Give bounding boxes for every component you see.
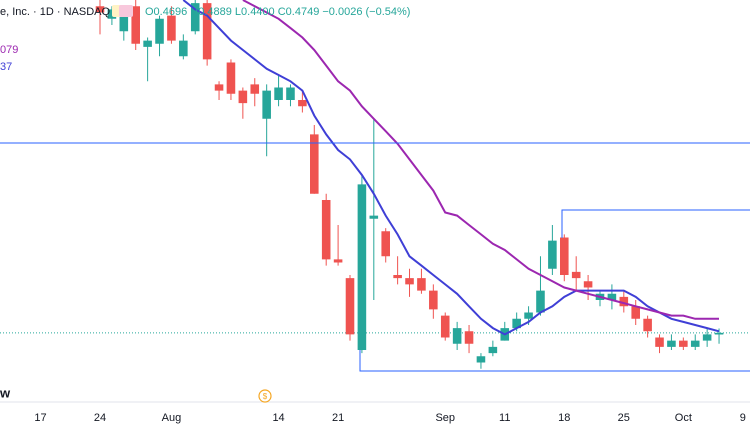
range-drawing[interactable]: [561, 209, 750, 238]
symbol-title[interactable]: e, Inc. · 1D · NASDAQ: [0, 6, 110, 18]
candle-body: [143, 40, 152, 47]
candle-body: [357, 184, 367, 350]
flag-icon[interactable]: [119, 5, 133, 17]
ma-value: 37: [0, 61, 12, 73]
dividend-icon-symbol: $: [263, 392, 268, 401]
candle-body: [393, 275, 402, 279]
candle-body: [310, 134, 319, 194]
candle-body: [643, 318, 652, 332]
candle-body: [452, 328, 462, 344]
candle-body: [524, 312, 533, 319]
x-axis: 17 24 Aug 14 21 Sep 11 18 25 Oct 9: [34, 412, 746, 424]
x-tick-label: 24: [94, 412, 106, 424]
candle-body: [131, 6, 140, 44]
candle-body: [571, 271, 581, 279]
candle-body: [464, 331, 474, 344]
candle-body: [202, 3, 212, 60]
candle-body: [429, 290, 438, 310]
candle-body: [167, 15, 176, 41]
x-tick-label: 17: [34, 412, 46, 424]
candle-body: [488, 346, 498, 354]
candle-body: [286, 87, 295, 100]
moving-average-line: [242, 0, 719, 320]
candle-body: [381, 231, 390, 257]
ma-value: 079: [0, 44, 18, 56]
x-tick-label: 11: [499, 412, 510, 424]
candle-body: [702, 334, 712, 341]
candle-body: [179, 40, 188, 57]
candle-body: [214, 84, 224, 91]
candle-body: [512, 318, 521, 329]
x-tick-label: 9: [740, 412, 746, 424]
moving-average-line: [182, 0, 720, 336]
candle-body: [274, 87, 283, 100]
x-tick-label: Aug: [162, 412, 182, 424]
candle-body: [619, 296, 629, 307]
candle-body: [298, 100, 307, 107]
plot-area: [0, 0, 750, 369]
candle-body: [262, 90, 271, 119]
candle-body: [679, 340, 688, 347]
x-tick-label: Sep: [435, 412, 455, 424]
candle-body: [95, 6, 105, 13]
x-tick-label: 25: [618, 412, 630, 424]
candle-body: [440, 315, 450, 338]
range-drawing[interactable]: [359, 350, 750, 372]
candle-body: [536, 290, 545, 313]
candle-body: [714, 332, 724, 335]
candle-body: [405, 278, 414, 285]
logo[interactable]: w: [0, 385, 11, 400]
candle-body: [238, 90, 248, 104]
candle-body: [417, 278, 426, 291]
x-tick-label: 14: [272, 412, 284, 424]
candle-body: [583, 281, 593, 288]
x-tick-label: 21: [332, 412, 344, 424]
x-tick-label: Oct: [675, 412, 692, 424]
candle-body: [369, 215, 379, 219]
candle-body: [655, 337, 664, 347]
candle-body: [250, 84, 260, 94]
candle-body: [631, 306, 640, 319]
dividend-icon[interactable]: [258, 389, 272, 403]
time-axis: [0, 402, 750, 430]
candle-body: [690, 340, 700, 347]
candle-body: [119, 15, 129, 32]
ohlc-legend: O0.4696 H0.4889 L0.4400 C0.4749 −0.0026 …: [145, 6, 410, 18]
candle-body: [667, 340, 676, 347]
x-tick-label: 18: [558, 412, 570, 424]
candle-body: [107, 9, 117, 19]
candle-body: [345, 278, 355, 335]
candle-body: [321, 200, 331, 260]
candle-body: [548, 240, 557, 269]
candle-body: [190, 3, 200, 32]
candle-body: [560, 237, 569, 275]
candle-body: [607, 293, 617, 300]
candle-body: [476, 356, 486, 363]
candle-body: [333, 259, 343, 263]
candle-body: [226, 62, 236, 94]
candle-body: [155, 18, 164, 44]
